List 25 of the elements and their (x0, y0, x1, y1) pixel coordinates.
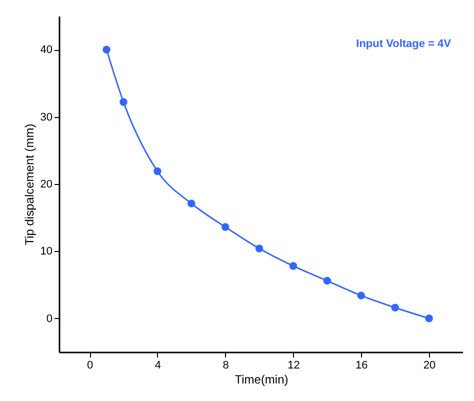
x-tick-label: 12 (288, 360, 300, 372)
point (221, 223, 230, 231)
y-axis-title: Tip dispalcement (mm) (22, 124, 36, 246)
point (357, 292, 366, 300)
point (188, 200, 196, 208)
y-tick-label: 10 (40, 246, 52, 258)
x-tick-label: 20 (423, 360, 436, 372)
point (102, 46, 110, 54)
x-tick-label: 4 (154, 360, 162, 372)
x-tick-label: 0 (86, 360, 94, 372)
x-tick-label: 16 (356, 360, 368, 372)
x-tick-label: 8 (222, 360, 229, 372)
point (425, 314, 433, 322)
y-tick-label: 20 (40, 178, 52, 190)
point (255, 244, 264, 252)
y-tick-label: 40 (40, 44, 52, 56)
x-axis-title: Time(min) (234, 372, 288, 386)
point (289, 262, 298, 270)
point (323, 276, 332, 285)
point (120, 98, 128, 106)
point (154, 167, 162, 176)
annotation: Input Voltage = 4V (356, 38, 452, 50)
y-tick-label: 30 (40, 111, 52, 124)
point (391, 304, 399, 312)
y-tick-label: 0 (46, 312, 52, 325)
